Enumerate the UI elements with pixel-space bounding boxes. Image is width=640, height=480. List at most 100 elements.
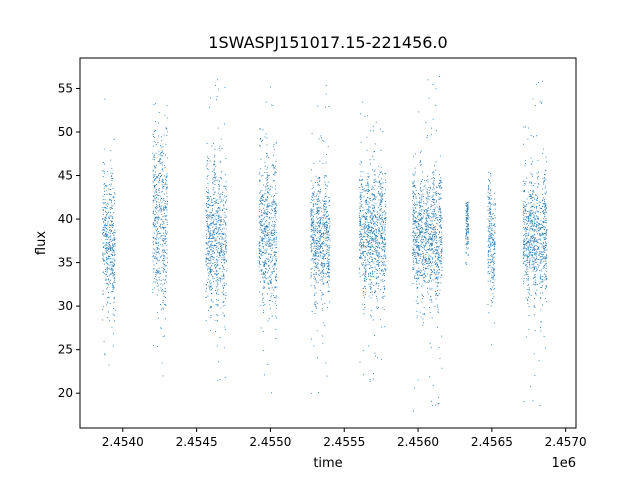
data-point — [436, 249, 438, 251]
data-point — [370, 213, 372, 214]
data-point — [369, 380, 371, 382]
data-point — [367, 182, 368, 184]
data-point — [206, 160, 208, 161]
data-point — [225, 270, 227, 272]
data-point — [384, 206, 386, 207]
data-point — [434, 204, 436, 206]
data-point — [220, 235, 222, 237]
data-point — [213, 163, 215, 165]
data-point — [312, 258, 314, 259]
data-point — [104, 224, 106, 226]
data-point — [382, 214, 383, 216]
data-point — [275, 212, 277, 214]
data-point — [319, 231, 321, 233]
data-point — [316, 199, 318, 200]
data-point — [103, 228, 105, 230]
data-point — [153, 176, 154, 178]
data-point — [490, 228, 492, 230]
data-point — [382, 224, 384, 226]
data-point — [412, 200, 413, 202]
data-point — [312, 184, 314, 186]
data-point — [274, 238, 276, 240]
data-point — [413, 248, 415, 250]
data-point — [153, 155, 155, 157]
data-point — [106, 248, 108, 250]
data-point — [438, 293, 440, 295]
data-point — [431, 239, 432, 241]
data-point — [466, 211, 468, 213]
data-point — [435, 88, 437, 90]
data-point — [272, 234, 274, 236]
data-point — [365, 201, 367, 203]
data-point — [383, 264, 385, 266]
data-point — [363, 217, 365, 219]
data-point — [273, 196, 274, 198]
data-point — [441, 181, 442, 183]
data-point — [316, 238, 317, 240]
data-point — [367, 172, 369, 174]
data-point — [433, 234, 434, 236]
data-point — [156, 234, 158, 236]
data-point — [157, 346, 158, 347]
data-point — [312, 239, 314, 240]
data-point — [225, 246, 227, 247]
data-point — [209, 260, 210, 261]
data-point — [364, 259, 366, 261]
data-point — [210, 257, 212, 259]
data-point — [222, 233, 224, 235]
data-point — [215, 331, 216, 332]
data-point — [162, 146, 164, 148]
data-point — [215, 173, 216, 175]
data-point — [363, 188, 365, 190]
data-point — [215, 218, 217, 220]
data-point — [102, 207, 104, 208]
data-point — [382, 240, 383, 242]
data-point — [114, 320, 115, 322]
data-point — [382, 219, 383, 220]
data-point — [360, 255, 361, 257]
data-point — [113, 234, 115, 236]
data-point — [365, 268, 367, 270]
data-point — [218, 230, 219, 232]
data-point — [436, 249, 437, 251]
data-point — [105, 227, 107, 229]
data-point — [371, 281, 372, 283]
data-point — [322, 217, 324, 218]
data-point — [112, 345, 114, 347]
data-point — [262, 287, 264, 289]
data-point — [319, 219, 321, 221]
data-point — [222, 271, 224, 273]
data-point — [376, 269, 378, 271]
data-point — [315, 204, 317, 206]
data-point — [157, 294, 158, 296]
data-point — [158, 202, 160, 204]
data-point — [110, 172, 112, 174]
data-point — [417, 245, 418, 247]
data-point — [381, 173, 383, 175]
data-point — [420, 204, 422, 206]
data-point — [265, 237, 267, 239]
data-point — [261, 222, 262, 224]
data-point — [162, 226, 163, 228]
data-point — [487, 196, 489, 197]
data-point — [264, 136, 266, 138]
data-point — [261, 225, 263, 227]
data-point — [434, 214, 436, 216]
data-point — [114, 193, 116, 195]
data-point — [263, 288, 265, 290]
data-point — [274, 270, 275, 272]
data-point — [155, 178, 156, 180]
data-point — [432, 211, 434, 213]
data-point — [265, 177, 267, 179]
data-point — [263, 247, 264, 249]
data-point — [223, 276, 225, 278]
data-point — [489, 238, 491, 240]
data-point — [322, 257, 324, 259]
data-point — [222, 301, 224, 303]
data-point — [154, 130, 156, 132]
data-point — [265, 200, 267, 202]
data-point — [365, 212, 367, 213]
data-point — [413, 254, 415, 256]
data-point — [439, 186, 441, 187]
data-point — [267, 293, 268, 295]
